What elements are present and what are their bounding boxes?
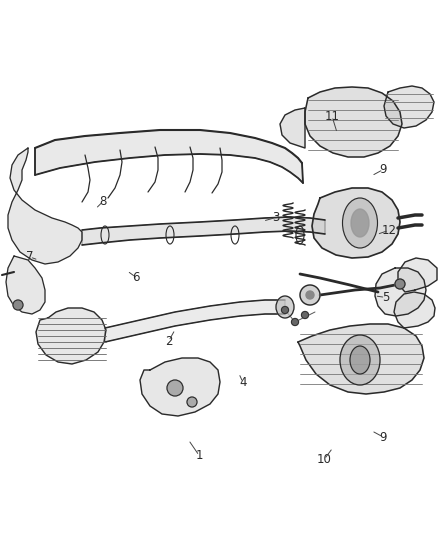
Polygon shape bbox=[82, 217, 325, 245]
Polygon shape bbox=[280, 108, 305, 148]
Polygon shape bbox=[6, 256, 45, 314]
Text: 11: 11 bbox=[325, 110, 339, 123]
Ellipse shape bbox=[351, 209, 369, 237]
Circle shape bbox=[292, 319, 299, 326]
Text: 6: 6 bbox=[132, 271, 140, 284]
Circle shape bbox=[301, 311, 308, 319]
Text: 5: 5 bbox=[382, 291, 389, 304]
Ellipse shape bbox=[343, 198, 378, 248]
Polygon shape bbox=[140, 358, 220, 416]
Polygon shape bbox=[8, 148, 82, 264]
Text: 2: 2 bbox=[165, 335, 173, 348]
Text: 4: 4 bbox=[239, 376, 247, 389]
Circle shape bbox=[167, 380, 183, 396]
Circle shape bbox=[282, 306, 289, 313]
Text: 7: 7 bbox=[26, 251, 34, 263]
Ellipse shape bbox=[350, 346, 370, 374]
Polygon shape bbox=[298, 324, 424, 394]
Polygon shape bbox=[35, 130, 303, 183]
Polygon shape bbox=[305, 87, 402, 157]
Text: 3: 3 bbox=[272, 211, 279, 224]
Text: 9: 9 bbox=[379, 431, 387, 443]
Polygon shape bbox=[394, 292, 435, 328]
Ellipse shape bbox=[340, 335, 380, 385]
Ellipse shape bbox=[276, 296, 294, 318]
Polygon shape bbox=[312, 188, 400, 258]
Polygon shape bbox=[398, 258, 437, 292]
Polygon shape bbox=[105, 300, 285, 342]
Circle shape bbox=[187, 397, 197, 407]
Polygon shape bbox=[375, 268, 426, 316]
Polygon shape bbox=[36, 308, 106, 364]
Polygon shape bbox=[384, 86, 434, 128]
Text: 8: 8 bbox=[99, 195, 106, 208]
Text: 1: 1 bbox=[195, 449, 203, 462]
Circle shape bbox=[300, 285, 320, 305]
Text: 10: 10 bbox=[317, 453, 332, 466]
Text: 12: 12 bbox=[381, 224, 396, 237]
Circle shape bbox=[395, 279, 405, 289]
Circle shape bbox=[306, 291, 314, 299]
Text: 9: 9 bbox=[379, 163, 387, 176]
Circle shape bbox=[13, 300, 23, 310]
